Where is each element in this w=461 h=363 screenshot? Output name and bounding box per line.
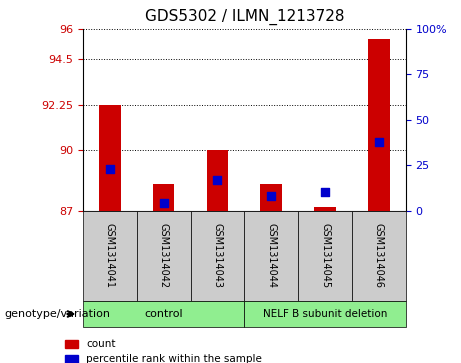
Text: GSM1314044: GSM1314044 — [266, 223, 276, 289]
Text: genotype/variation: genotype/variation — [5, 309, 111, 319]
Text: GSM1314043: GSM1314043 — [213, 223, 223, 289]
Text: GSM1314045: GSM1314045 — [320, 223, 330, 289]
Title: GDS5302 / ILMN_1213728: GDS5302 / ILMN_1213728 — [145, 9, 344, 25]
Bar — [260, 184, 282, 211]
Point — [214, 177, 221, 183]
Bar — [207, 150, 228, 211]
Point — [160, 200, 167, 206]
Point — [321, 189, 329, 195]
Point — [267, 193, 275, 199]
Point — [375, 139, 383, 144]
Bar — [314, 207, 336, 211]
Point — [106, 166, 113, 172]
Bar — [99, 105, 121, 211]
Text: control: control — [144, 309, 183, 319]
Text: GSM1314046: GSM1314046 — [374, 223, 384, 289]
Text: NELF B subunit deletion: NELF B subunit deletion — [263, 309, 387, 319]
Text: GSM1314041: GSM1314041 — [105, 223, 115, 289]
Legend: count, percentile rank within the sample: count, percentile rank within the sample — [65, 339, 262, 363]
Bar — [368, 39, 390, 211]
Text: GSM1314042: GSM1314042 — [159, 223, 169, 289]
Bar — [153, 184, 174, 211]
